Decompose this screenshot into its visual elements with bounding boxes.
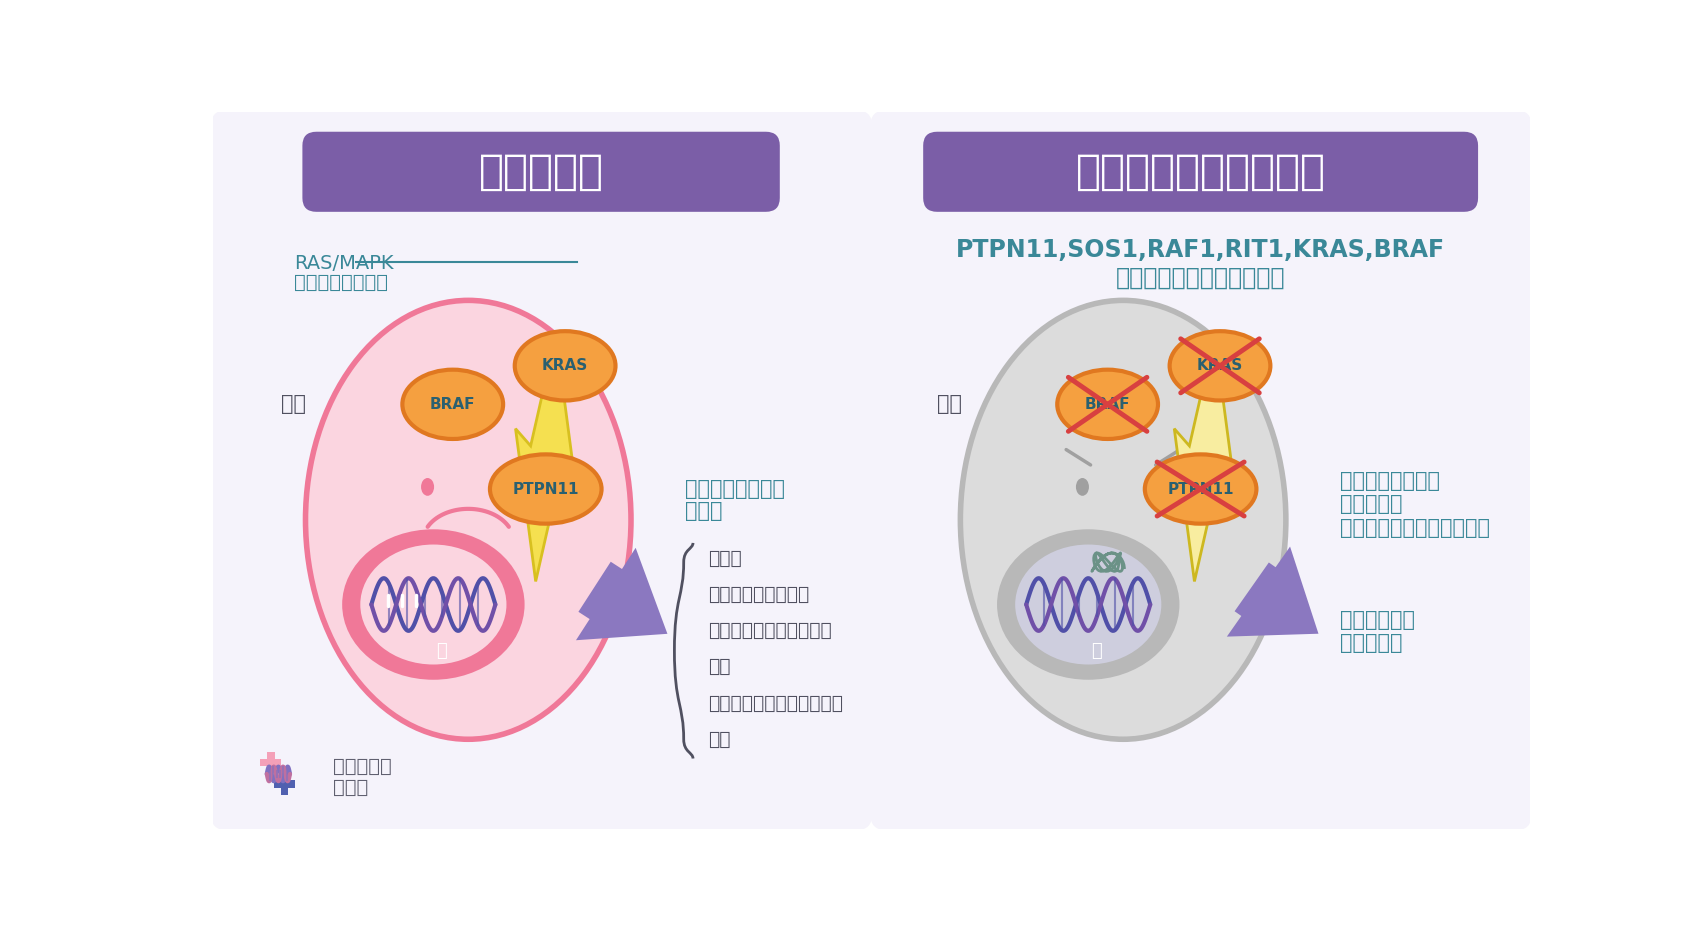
Text: KRAS: KRAS [1197,358,1243,373]
Ellipse shape [360,545,507,665]
Ellipse shape [503,478,515,496]
FancyBboxPatch shape [870,110,1532,830]
Text: （タイミング、強さなど）: （タイミング、強さなど） [1340,518,1491,537]
Ellipse shape [306,301,631,739]
Text: PTPN11: PTPN11 [512,481,580,496]
Ellipse shape [1144,454,1256,523]
Text: 通常の場合: 通常の場合 [479,151,604,193]
Text: プラス: プラス [333,778,367,797]
Text: 核: 核 [1091,641,1102,660]
Ellipse shape [1000,532,1178,678]
Text: ヌーナン症候群の場合: ヌーナン症候群の場合 [1076,151,1326,193]
Text: 正しくシグナルが: 正しくシグナルが [1340,471,1440,492]
FancyBboxPatch shape [211,110,872,830]
Text: BRAF: BRAF [1085,397,1130,412]
Ellipse shape [1015,545,1161,665]
Text: 得られない: 得られない [1340,633,1402,653]
Ellipse shape [403,370,503,439]
Text: 正常な機能が: 正常な機能が [1340,610,1414,630]
Text: 正しくシグナルが: 正しくシグナルが [685,479,785,499]
Polygon shape [1175,335,1234,582]
Ellipse shape [960,301,1285,739]
Text: 細胞: 細胞 [280,395,306,414]
FancyBboxPatch shape [267,751,274,773]
Text: PTPN11,SOS1,RAF1,RIT1,KRAS,BRAF: PTPN11,SOS1,RAF1,RIT1,KRAS,BRAF [955,238,1445,263]
FancyBboxPatch shape [923,132,1477,212]
Text: RAS/MAPK: RAS/MAPK [294,254,393,273]
Ellipse shape [1076,478,1090,496]
FancyBboxPatch shape [280,773,289,795]
Text: シグナル伝達経路: シグナル伝達経路 [294,274,388,292]
FancyBboxPatch shape [274,780,296,788]
Text: 核: 核 [435,641,447,660]
Text: 遺伝性疾患: 遺伝性疾患 [333,757,391,776]
Text: 移動: 移動 [709,657,731,677]
Text: PTPN11: PTPN11 [1168,481,1234,496]
Text: 成長・増殖（分裂）: 成長・増殖（分裂） [709,585,809,604]
Text: 伝わらない: 伝わらない [1340,494,1402,515]
Text: 自己破壊（アポトーシス）: 自己破壊（アポトーシス） [709,694,843,712]
Ellipse shape [1170,331,1270,400]
Text: 伝わる: 伝わる [685,501,722,520]
Polygon shape [515,335,576,582]
Text: など: など [709,730,731,749]
Text: 細胞の: 細胞の [709,548,743,568]
Ellipse shape [422,478,434,496]
FancyBboxPatch shape [303,132,780,212]
Text: 遺伝子などに変異があると: 遺伝子などに変異があると [1115,265,1285,290]
Text: 成熟・機能獲得（分化）: 成熟・機能獲得（分化） [709,621,833,641]
Ellipse shape [490,454,602,523]
Ellipse shape [1158,478,1170,496]
Ellipse shape [515,331,615,400]
Text: KRAS: KRAS [542,358,588,373]
Ellipse shape [1057,370,1158,439]
Ellipse shape [343,532,522,678]
FancyBboxPatch shape [260,759,282,766]
Text: BRAF: BRAF [430,397,476,412]
Text: 細胞: 細胞 [937,395,962,414]
